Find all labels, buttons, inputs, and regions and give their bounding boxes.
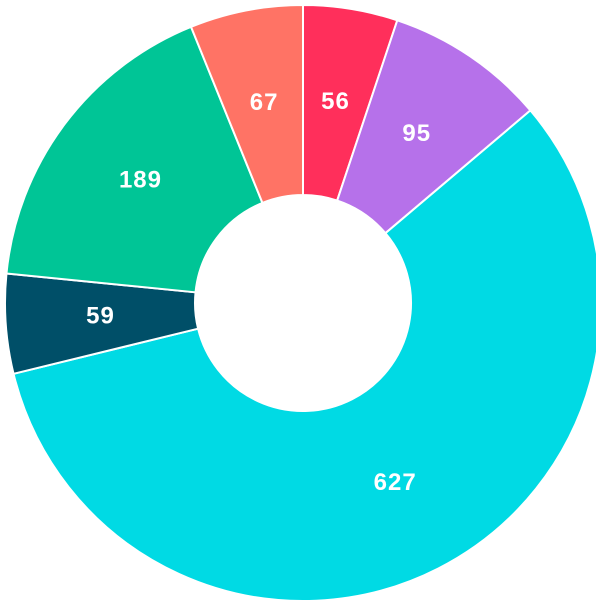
data-label: 67 — [250, 89, 279, 116]
data-label: 627 — [374, 469, 417, 496]
donut-slice — [189, 3, 304, 205]
data-label: 56 — [321, 88, 350, 115]
data-label: 95 — [402, 120, 431, 147]
data-label: 189 — [119, 167, 162, 194]
donut-slice — [335, 19, 532, 235]
donut-slice — [5, 25, 264, 294]
data-label: 59 — [86, 303, 115, 330]
donut-slice — [12, 108, 596, 602]
